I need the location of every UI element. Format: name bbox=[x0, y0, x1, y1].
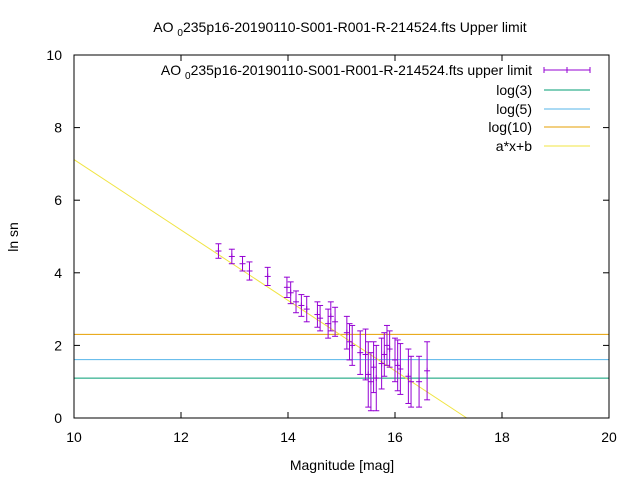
threshold-lines bbox=[74, 333, 609, 379]
legend-label-errorbar-rest: 235p16-20190110-S001-R001-R-214524.fts u… bbox=[191, 62, 533, 78]
data-point bbox=[246, 261, 253, 281]
x-axis-label: Magnitude [mag] bbox=[290, 457, 394, 473]
data-point bbox=[346, 323, 353, 361]
data-point bbox=[332, 306, 339, 337]
y-axis-label: ln sn bbox=[5, 222, 21, 252]
legend-label-errorbar: AO 0235p16-20190110-S001-R001-R-214524.f… bbox=[161, 62, 532, 82]
data-point bbox=[383, 324, 390, 366]
y-tick-label: 6 bbox=[54, 192, 62, 208]
x-tick-label: 12 bbox=[173, 429, 189, 445]
data-point bbox=[373, 344, 380, 412]
chart-title-rest: 235p16-20190110-S001-R001-R-214524.fts U… bbox=[183, 19, 527, 35]
y-tick-label: 10 bbox=[46, 47, 62, 63]
x-tick-label: 18 bbox=[494, 429, 510, 445]
data-point bbox=[381, 332, 388, 377]
data-point bbox=[405, 348, 412, 404]
data-point bbox=[392, 337, 398, 383]
x-tick-label: 16 bbox=[387, 429, 403, 445]
plot-frame bbox=[73, 54, 610, 419]
legend-label-errorbar-prefix: AO bbox=[161, 62, 185, 78]
legend: AO 0235p16-20190110-S001-R001-R-214524.f… bbox=[161, 62, 591, 154]
fit-line-group bbox=[73, 159, 467, 419]
y-tick-label: 8 bbox=[54, 120, 62, 136]
x-axis-ticks: 10 12 14 16 18 20 bbox=[66, 55, 617, 445]
y-tick-label: 2 bbox=[54, 337, 62, 353]
data-point bbox=[357, 330, 364, 375]
data-point bbox=[327, 301, 334, 332]
data-point bbox=[367, 352, 374, 412]
data-point bbox=[293, 290, 300, 314]
data-point bbox=[349, 324, 356, 366]
legend-label-log5: log(5) bbox=[496, 101, 532, 117]
chart-title: AO 0235p16-20190110-S001-R001-R-214524.f… bbox=[153, 19, 527, 39]
data-point bbox=[370, 341, 377, 394]
legend-sample-errorbar bbox=[543, 67, 591, 73]
data-point bbox=[408, 355, 415, 408]
chart-title-prefix: AO bbox=[153, 19, 177, 35]
data-point bbox=[239, 255, 246, 272]
legend-label-log3: log(3) bbox=[496, 82, 532, 98]
data-point bbox=[397, 343, 404, 395]
y-tick-label: 4 bbox=[54, 265, 62, 281]
y-axis-ticks: 0 2 4 6 8 10 bbox=[46, 47, 609, 426]
chart-title-subscript: 0 bbox=[177, 28, 183, 39]
x-tick-label: 20 bbox=[601, 429, 617, 445]
data-point bbox=[343, 315, 350, 350]
data-point bbox=[298, 294, 305, 317]
data-point bbox=[424, 341, 431, 401]
y-tick-label: 0 bbox=[54, 410, 62, 426]
data-point bbox=[215, 243, 222, 259]
data-point bbox=[378, 337, 385, 390]
data-point bbox=[325, 308, 332, 339]
data-point bbox=[303, 295, 310, 323]
data-point bbox=[314, 301, 321, 328]
x-tick-label: 14 bbox=[280, 429, 296, 445]
legend-label-log10: log(10) bbox=[488, 119, 532, 135]
fit-line bbox=[73, 159, 467, 419]
data-point bbox=[386, 330, 393, 368]
data-points bbox=[215, 243, 431, 412]
data-point bbox=[362, 328, 369, 381]
data-point bbox=[283, 276, 290, 298]
data-point bbox=[394, 339, 401, 392]
data-point bbox=[228, 248, 235, 265]
data-point bbox=[264, 266, 271, 287]
legend-label-fit: a*x+b bbox=[496, 138, 532, 154]
legend-label-errorbar-subscript: 0 bbox=[185, 71, 191, 82]
data-point bbox=[317, 304, 324, 332]
data-point bbox=[287, 281, 294, 305]
x-tick-label: 10 bbox=[66, 429, 82, 445]
data-point bbox=[416, 355, 423, 408]
